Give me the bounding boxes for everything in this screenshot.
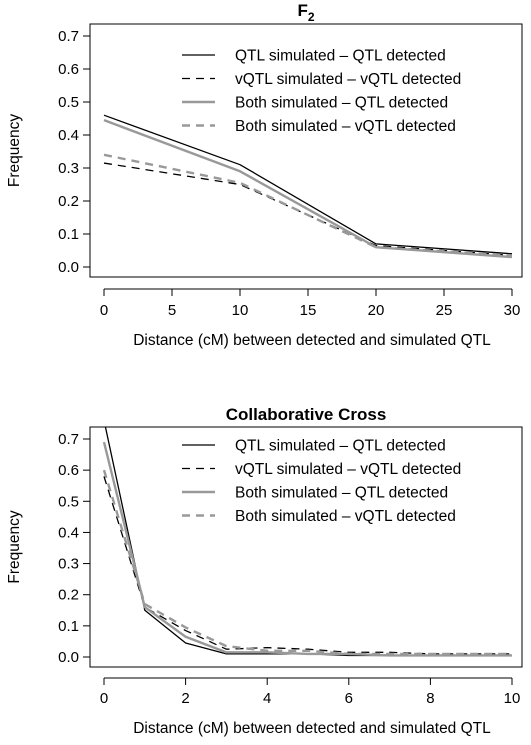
series-layer	[103, 114, 513, 259]
y-tick-label: 0.0	[58, 649, 79, 666]
x-tick-label: 8	[426, 690, 434, 707]
x-tick-label: 20	[368, 302, 385, 319]
y-tick-label: 0.1	[58, 226, 79, 243]
chart-title-subscript: 2	[308, 10, 315, 24]
y-axis-title: Frequency	[6, 510, 23, 583]
legend: QTL simulated – QTL detected vQTL simulat…	[182, 438, 461, 525]
x-axis-title: Distance (cM) between detected and simul…	[133, 332, 491, 349]
chart-panel-1: F2 0.0 0.1 0.2 0.3 0.4 0.5 0.6 0.7 0 5 10 15 20 25 30 Di…	[6, 1, 523, 349]
x-tick-label: 25	[436, 302, 453, 319]
y-tick-label: 0.5	[58, 94, 79, 111]
x-tick-label: 10	[504, 690, 521, 707]
y-tick-label: 0.3	[58, 160, 79, 177]
legend-label-1: QTL simulated – QTL detected	[235, 438, 446, 455]
y-tick-label: 0.5	[58, 493, 79, 510]
x-tick-label: 15	[300, 302, 317, 319]
legend-label-4: Both simulated – vQTL detected	[235, 118, 456, 135]
legend: QTL simulated – QTL detected vQTL simulat…	[182, 48, 461, 135]
legend-label-3: Both simulated – QTL detected	[235, 95, 448, 112]
series-line-3	[103, 119, 513, 259]
series-line-3	[102, 441, 512, 657]
series-line-1	[103, 114, 513, 255]
y-tick-label: 0.2	[58, 193, 79, 210]
x-tick-label: 6	[345, 690, 353, 707]
x-tick-label: 0	[100, 302, 108, 319]
y-tick-label: 0.1	[58, 618, 79, 635]
series-line-1	[104, 427, 512, 657]
series-line-2	[103, 476, 512, 655]
y-tick-label: 0.2	[58, 587, 79, 604]
x-tick-label: 10	[232, 302, 249, 319]
x-axis-title: Distance (cM) between detected and simul…	[133, 720, 491, 737]
x-tick-label: 5	[168, 302, 176, 319]
chart-title: Collaborative Cross	[226, 405, 387, 424]
y-tick-label: 0.7	[58, 28, 79, 45]
y-tick-label: 0.7	[58, 431, 79, 448]
y-tick-label: 0.6	[58, 462, 79, 479]
legend-label-2: vQTL simulated – vQTL detected	[235, 71, 461, 88]
legend-label-2: vQTL simulated – vQTL detected	[235, 461, 461, 478]
x-tick-label: 4	[263, 690, 271, 707]
series-line-4	[102, 469, 512, 656]
legend-label-1: QTL simulated – QTL detected	[235, 48, 446, 65]
legend-label-4: Both simulated – vQTL detected	[235, 508, 456, 525]
series-line-4	[103, 153, 513, 257]
y-tick-label: 0.3	[58, 556, 79, 573]
legend-label-3: Both simulated – QTL detected	[235, 485, 448, 502]
y-axis-title: Frequency	[6, 114, 23, 187]
series-layer	[102, 427, 512, 657]
x-tick-label: 2	[181, 690, 189, 707]
y-tick-label: 0.4	[58, 127, 79, 144]
y-tick-label: 0.6	[58, 61, 79, 78]
x-tick-label: 30	[504, 302, 521, 319]
y-tick-label: 0.4	[58, 524, 79, 541]
y-tick-label: 0.0	[58, 259, 79, 276]
x-tick-label: 0	[100, 690, 108, 707]
chart-panel-2: Collaborative Cross 0.0 0.1 0.2 0.3 0.4 0.5 0.6…	[6, 405, 523, 737]
chart-title: F2	[297, 1, 314, 24]
